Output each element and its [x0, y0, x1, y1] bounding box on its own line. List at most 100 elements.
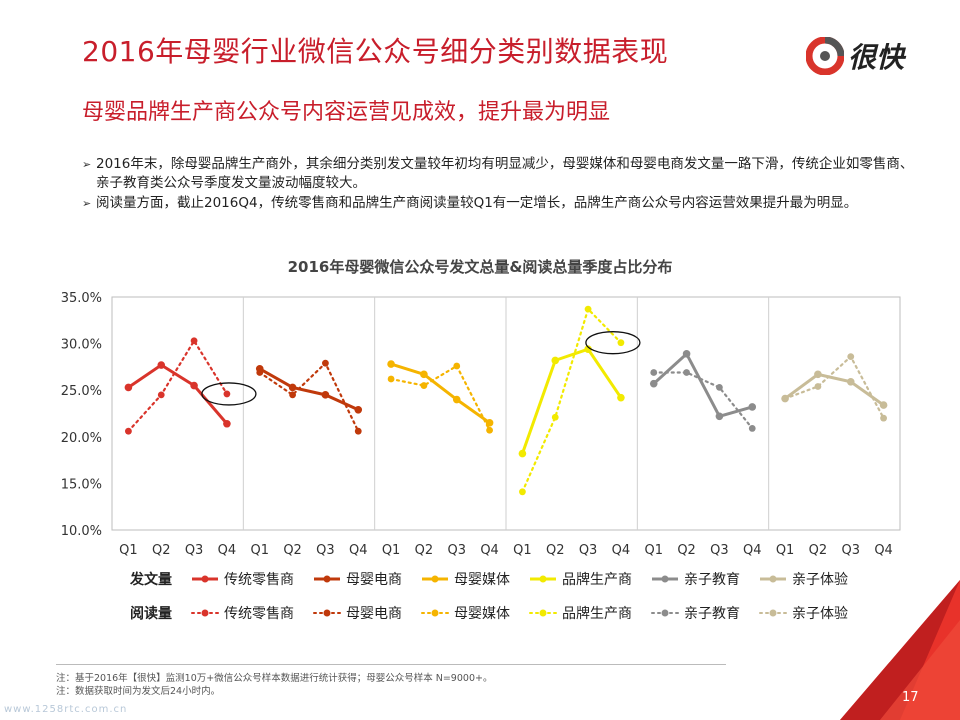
- legend-header-posts: 发文量: [130, 572, 172, 588]
- x-tick-label: Q4: [480, 543, 499, 558]
- data-point-reads: [157, 391, 165, 399]
- data-point-reads: [551, 413, 559, 421]
- legend-swatch: [529, 609, 557, 617]
- data-point-reads: [880, 414, 887, 422]
- legend-swatch: [313, 609, 341, 617]
- x-tick-label: Q4: [349, 543, 368, 558]
- data-point-posts: [420, 370, 428, 379]
- arrow-bullet-icon: ➢: [82, 158, 92, 171]
- legend-label: 传统零售商: [224, 572, 294, 588]
- data-point-posts: [157, 361, 166, 369]
- x-tick-label: Q2: [283, 543, 302, 558]
- y-tick-label: 20.0%: [61, 431, 102, 446]
- highlight-ellipse: [201, 382, 257, 406]
- x-tick-label: Q3: [710, 543, 729, 558]
- data-point-posts: [617, 393, 625, 402]
- legend-label: 母婴电商: [346, 606, 402, 622]
- series-line-reads: [783, 354, 885, 420]
- data-point-reads: [683, 369, 690, 376]
- bullet-list: ➢ 2016年末，除母婴品牌生产商外，其余细分类别发文量较年初均有明显减少，母婴…: [82, 155, 922, 214]
- data-point-reads: [781, 395, 789, 402]
- x-tick-label: Q2: [546, 543, 565, 558]
- data-point-posts: [288, 383, 297, 392]
- page-subtitle: 母婴品牌生产商公众号内容运营见成效，提升最为明显: [82, 100, 611, 125]
- legend-label: 传统零售商: [224, 606, 294, 622]
- legend-swatch: [314, 575, 340, 583]
- data-point-reads: [322, 359, 329, 367]
- x-tick-label: Q1: [513, 543, 532, 558]
- series-line-posts: [259, 367, 359, 412]
- data-point-reads: [814, 383, 822, 390]
- series-line-reads: [258, 361, 360, 433]
- legend-label: 亲子体验: [792, 572, 848, 588]
- x-tick-label: Q1: [776, 543, 795, 558]
- x-tick-label: Q1: [250, 543, 269, 558]
- y-tick-label: 30.0%: [61, 338, 102, 353]
- logo-mark-icon: [806, 37, 844, 75]
- data-point-posts: [846, 378, 855, 386]
- x-tick-label: Q1: [119, 543, 138, 558]
- data-point-reads: [847, 353, 855, 361]
- x-tick-label: Q3: [185, 543, 204, 558]
- legend-item-posts: 母婴媒体: [420, 569, 510, 589]
- y-tick-label: 25.0%: [61, 384, 102, 399]
- legend-label: 亲子教育: [684, 606, 740, 622]
- legend-label: 品牌生产商: [562, 606, 632, 622]
- legend-swatch: [760, 575, 786, 583]
- data-point-reads: [223, 390, 231, 398]
- legend-header-reads: 阅读量: [130, 606, 172, 622]
- arrow-bullet-icon: ➢: [82, 197, 92, 210]
- data-point-posts: [190, 381, 198, 390]
- data-point-posts: [649, 379, 658, 388]
- series-line-reads: [652, 371, 754, 430]
- data-point-posts: [124, 383, 133, 392]
- data-point-reads: [617, 339, 625, 347]
- legend-item-reads: 品牌生产商: [528, 603, 632, 623]
- data-point-posts: [879, 401, 888, 409]
- page-number: 17: [902, 690, 919, 705]
- x-tick-label: Q4: [612, 543, 631, 558]
- legend-item-reads: 母婴媒体: [420, 603, 510, 623]
- data-point-reads: [716, 384, 723, 391]
- series-line-reads: [521, 307, 623, 493]
- legend-swatch: [422, 575, 448, 583]
- legend-swatch: [759, 609, 787, 617]
- data-point-reads: [453, 362, 461, 370]
- legend-item-posts: 亲子体验: [758, 569, 848, 589]
- x-tick-label: Q1: [382, 543, 401, 558]
- data-point-reads: [486, 426, 493, 434]
- x-tick-label: Q4: [874, 543, 893, 558]
- corner-decoration: [840, 580, 960, 720]
- x-tick-label: Q4: [218, 543, 237, 558]
- footnote: 注：数据获取时间为发文后24小时内。: [56, 686, 221, 697]
- data-point-posts: [814, 370, 822, 379]
- legend-label: 母婴电商: [346, 572, 402, 588]
- series-line-posts: [784, 372, 885, 407]
- legend-item-reads: 母婴电商: [312, 603, 402, 623]
- x-tick-label: Q3: [316, 543, 335, 558]
- legend-label: 母婴媒体: [454, 572, 510, 588]
- data-point-reads: [190, 337, 198, 345]
- data-point-posts: [387, 360, 395, 368]
- data-point-posts: [354, 405, 363, 414]
- data-point-reads: [387, 375, 395, 383]
- x-tick-label: Q4: [743, 543, 762, 558]
- legend-swatch: [651, 609, 679, 617]
- data-point-posts: [715, 412, 724, 421]
- data-point-reads: [125, 427, 132, 435]
- x-tick-label: Q3: [841, 543, 860, 558]
- logo: 很快: [806, 34, 936, 78]
- data-point-posts: [223, 419, 231, 428]
- series-line-posts: [390, 362, 491, 425]
- legend: 发文量 传统零售商 母婴电商 母婴媒体 品牌生产商 亲子教育 亲子体验 阅读量 传统零售商…: [130, 562, 910, 630]
- highlight-ellipse: [585, 331, 641, 355]
- series-line-posts: [652, 351, 753, 419]
- series-line-posts: [521, 347, 623, 455]
- legend-swatch: [192, 575, 218, 583]
- data-point-reads: [354, 427, 362, 435]
- legend-row-posts: 发文量 传统零售商 母婴电商 母婴媒体 品牌生产商 亲子教育 亲子体验: [130, 562, 910, 596]
- y-tick-label: 35.0%: [61, 291, 102, 306]
- data-point-posts: [584, 345, 592, 353]
- legend-item-posts: 品牌生产商: [528, 569, 632, 589]
- series-line-reads: [389, 364, 491, 432]
